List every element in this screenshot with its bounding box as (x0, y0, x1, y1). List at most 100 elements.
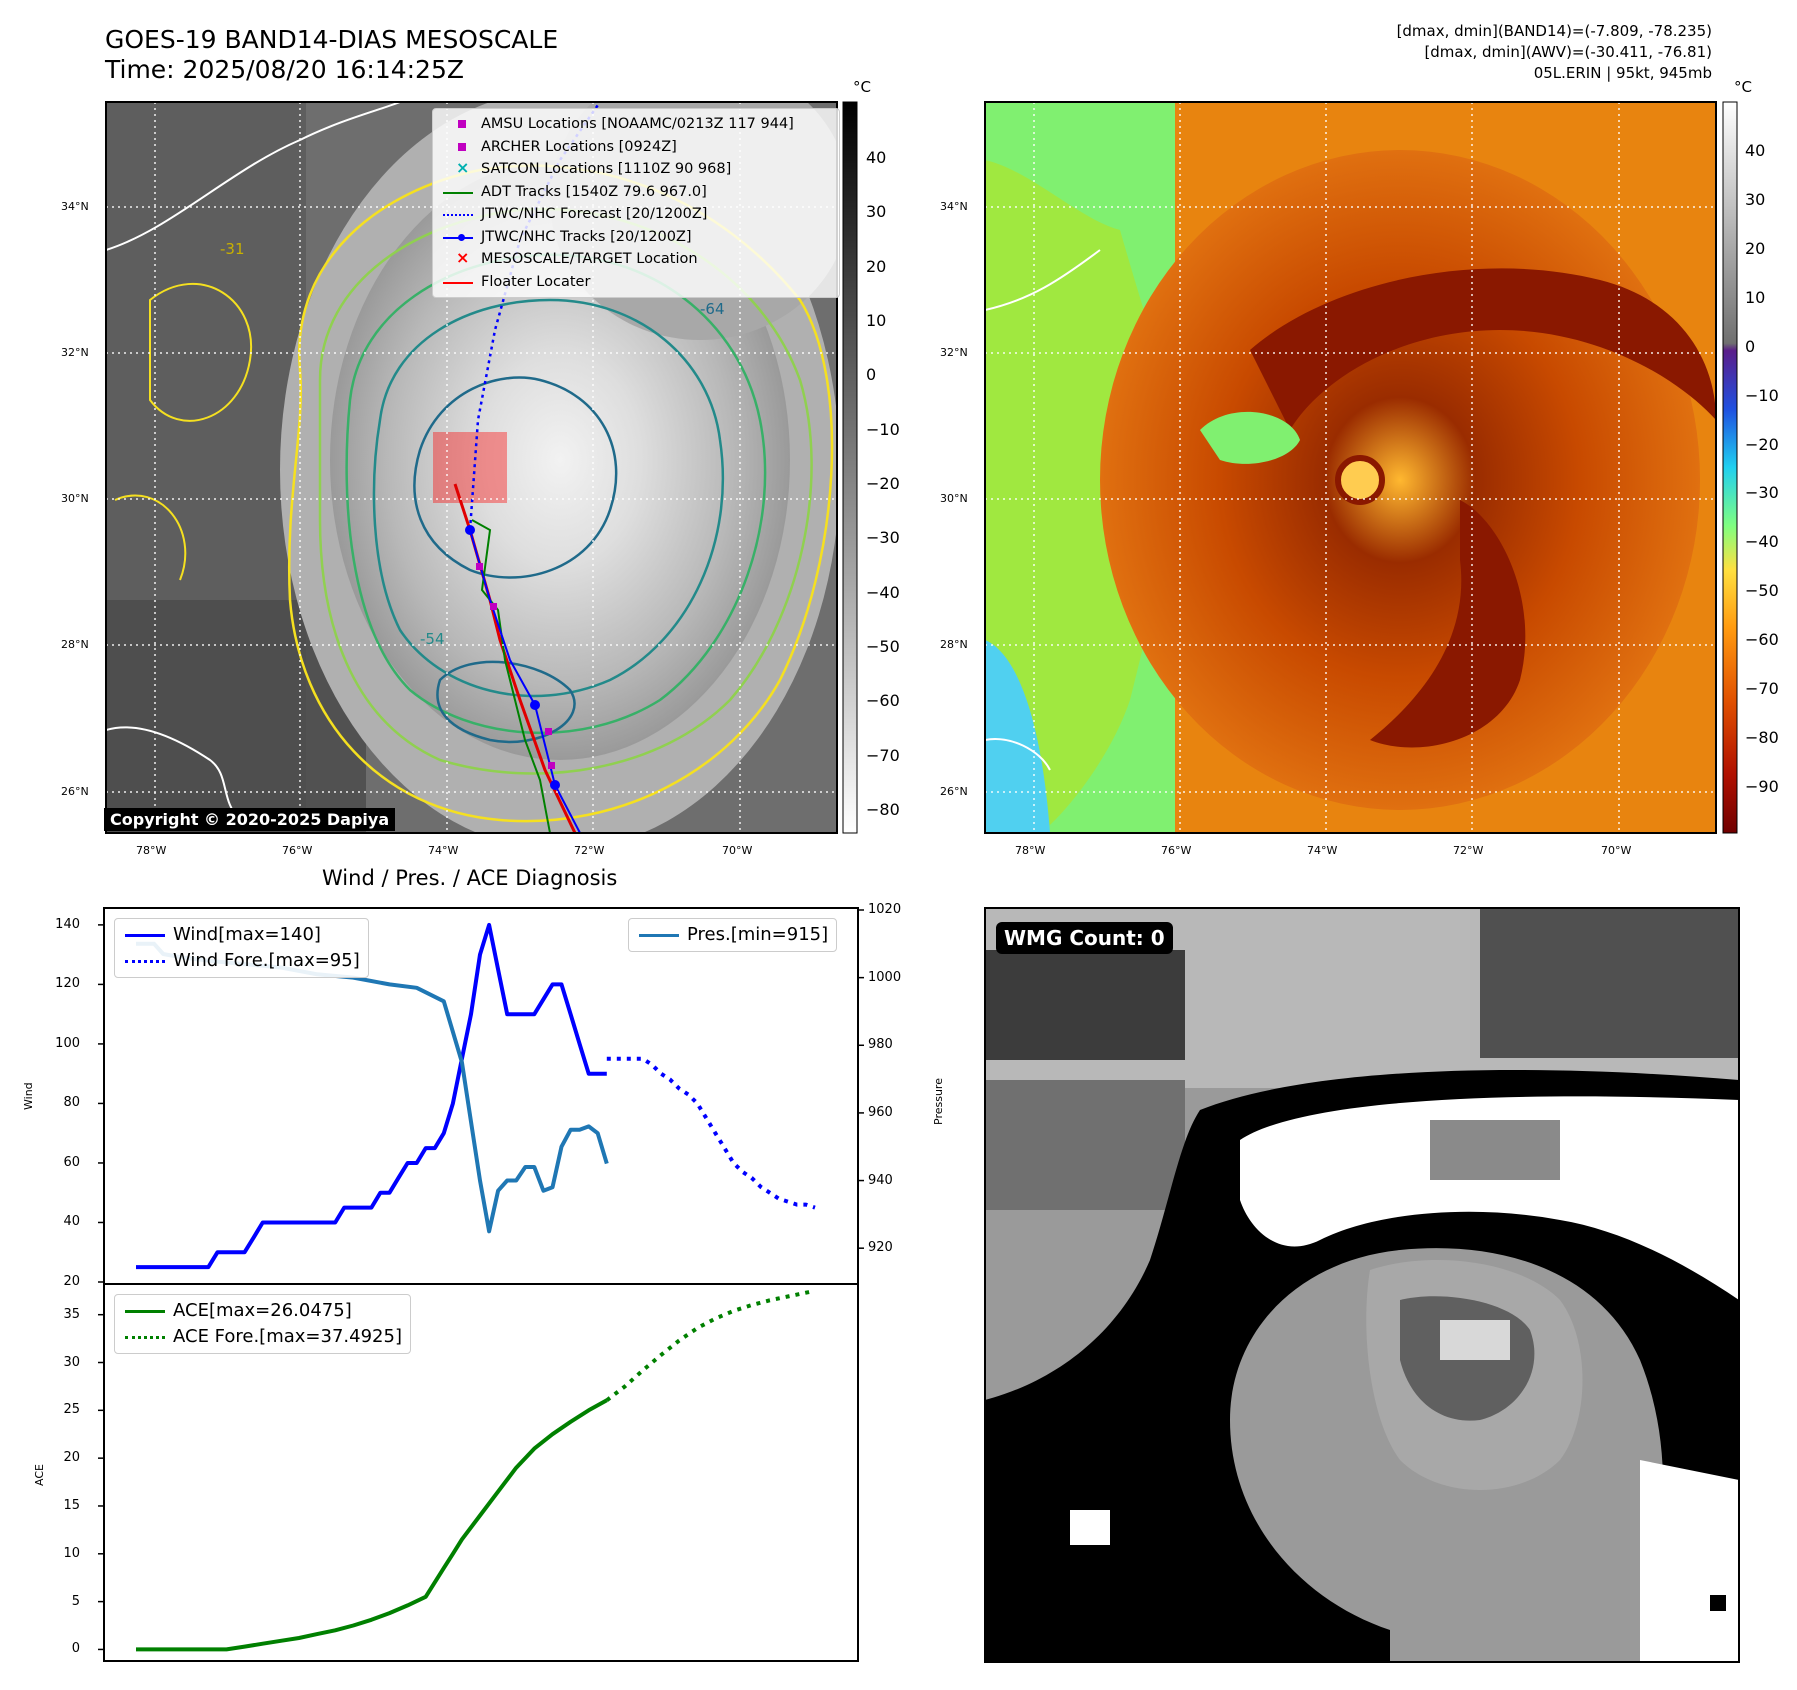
figure-title: GOES-19 BAND14-DIAS MESOSCALE (105, 25, 559, 54)
copyright-badge: Copyright © 2020-2025 Dapiya (104, 808, 396, 831)
legend-label: Wind[max=140] (173, 924, 321, 945)
colorbar-tick-label: −20 (1745, 434, 1779, 454)
nhc-forecast (468, 102, 602, 531)
colorbar-tick-label: −10 (866, 419, 900, 439)
colorbar-tick-label: −50 (866, 637, 900, 656)
colorbar-tick-label: −90 (1745, 777, 1779, 796)
lat-label: 32°N (940, 346, 968, 359)
colorbar-tick-label: −80 (1745, 728, 1779, 748)
stats-awv: [dmax, dmin](AWV)=(-30.411, -76.81) (1424, 43, 1712, 61)
colorbar-tick-label: 10 (1745, 287, 1766, 307)
pressure-legend: Pres.[min=915] (628, 918, 838, 952)
square-marker-icon (441, 138, 481, 156)
legend-amsu: AMSU Locations [NOAAMC/0213Z 117 944] (441, 113, 831, 136)
ace-tick-label: 20 (63, 1450, 80, 1466)
contour-label: -64 (700, 300, 725, 318)
colorbar-tick-label: 10 (866, 311, 887, 330)
line-marker-icon (123, 1301, 173, 1321)
contour-label: -54 (420, 630, 445, 648)
legend-adt: ADT Tracks [1540Z 79.6 967.0] (441, 181, 831, 204)
dotted-line-icon (123, 951, 173, 971)
wind-tick-label: 100 (55, 1035, 80, 1051)
legend-wind: Wind[max=140] (123, 922, 360, 948)
legend-label: JTWC/NHC Tracks [20/1200Z] (481, 228, 692, 245)
wind-tick-label: 120 (55, 976, 80, 992)
wind-tick-label: 140 (55, 916, 80, 932)
pressure-tick-label: 920 (868, 1240, 893, 1256)
colorbar-unit: °C (853, 78, 871, 96)
ace-tick-label: 30 (63, 1354, 80, 1370)
ace-axis-label: ACE (33, 1464, 46, 1486)
line-marker-icon (637, 925, 687, 945)
colorbar-tick-label: 40 (866, 148, 887, 167)
colorbar-tick-label: 0 (866, 365, 877, 385)
wind-legend: Wind[max=140] Wind Fore.[max=95] (114, 918, 369, 978)
lat-label: 28°N (61, 638, 89, 651)
ace-series-line-0 (136, 1398, 608, 1652)
lat-label: 34°N (940, 200, 968, 213)
ace-series-line-1 (605, 1288, 816, 1402)
lat-label: 26°N (61, 785, 89, 798)
colorbar-tick-label: 30 (1745, 189, 1766, 209)
stats-band14: [dmax, dmin](BAND14)=(-7.809, -78.235) (1396, 22, 1712, 40)
gray-colorbar (842, 101, 858, 834)
ace-legend: ACE[max=26.0475] ACE Fore.[max=37.4925] (114, 1294, 411, 1354)
lon-label: 72°W (1453, 844, 1484, 857)
line-dot-icon (441, 228, 481, 246)
ace-tick-label: 15 (63, 1497, 80, 1513)
x-marker-icon: × (456, 158, 470, 178)
colorbar-tick-label: 30 (866, 202, 887, 222)
ace-tick-label: 35 (63, 1306, 80, 1322)
colorbar-tick-label: 20 (866, 256, 887, 276)
legend-satcon: × SATCON Locations [1110Z 90 968] (441, 158, 831, 181)
legend-tracks: JTWC/NHC Tracks [20/1200Z] (441, 226, 831, 249)
legend-label: ARCHER Locations [0924Z] (481, 138, 677, 155)
dotted-line-icon (123, 1327, 173, 1347)
lon-label: 72°W (574, 844, 605, 857)
series-line-0 (136, 922, 607, 1270)
lon-label: 78°W (136, 844, 167, 857)
colorbar-tick-label: 0 (1745, 336, 1756, 356)
lon-label: 76°W (1161, 844, 1192, 857)
colorbar-tick-label: −40 (866, 582, 900, 602)
colorbar-tick-label: −70 (1745, 679, 1779, 699)
square-marker-icon (441, 115, 481, 133)
legend-label: AMSU Locations [NOAAMC/0213Z 117 944] (481, 116, 794, 132)
legend-label: Floater Locater (481, 273, 591, 290)
legend-pressure: Pres.[min=915] (637, 922, 828, 948)
legend-forecast: JTWC/NHC Forecast [20/1200Z] (441, 203, 831, 226)
ace-tick-label: 0 (71, 1641, 80, 1657)
colorbar-unit: °C (1734, 78, 1752, 96)
colorbar-tick-label: −20 (866, 474, 900, 493)
ace-tick-label: 25 (63, 1402, 80, 1418)
pressure-axis-label: Pressure (932, 1078, 945, 1125)
lat-label: 32°N (61, 346, 89, 359)
series-line-2 (136, 941, 609, 1234)
legend-label: ACE Fore.[max=37.4925] (173, 1326, 402, 1347)
legend-label: ADT Tracks [1540Z 79.6 967.0] (481, 183, 707, 200)
lon-label: 74°W (428, 844, 459, 857)
color-colorbar (1722, 101, 1738, 834)
legend-wind-forecast: Wind Fore.[max=95] (123, 948, 360, 974)
figure-time: Time: 2025/08/20 16:14:25Z (105, 55, 464, 84)
lon-label: 78°W (1015, 844, 1046, 857)
lon-label: 70°W (722, 844, 753, 857)
legend-floater: Floater Locater (441, 271, 831, 294)
diagnosis-title: Wind / Pres. / ACE Diagnosis (322, 866, 618, 890)
lon-label: 74°W (1307, 844, 1338, 857)
wind-tick-label: 80 (63, 1095, 80, 1111)
legend-mesoscale: × MESOSCALE/TARGET Location (441, 248, 831, 271)
colorbar-tick-label: 40 (1745, 141, 1766, 160)
x-marker-icon: × (456, 248, 470, 268)
colorbar-tick-label: −10 (1745, 385, 1779, 405)
lat-label: 30°N (61, 492, 89, 505)
colorbar-tick-label: −70 (866, 745, 900, 765)
lat-label: 28°N (940, 638, 968, 651)
legend-label: Pres.[min=915] (687, 924, 829, 945)
wind-axis-label: Wind (22, 1082, 35, 1110)
colorbar-tick-label: 20 (1745, 238, 1766, 258)
legend-label: MESOSCALE/TARGET Location (481, 251, 698, 267)
wind-tick-label: 40 (63, 1214, 80, 1230)
colorbar-tick-label: −40 (1745, 532, 1779, 552)
wind-tick-label: 20 (63, 1274, 80, 1289)
